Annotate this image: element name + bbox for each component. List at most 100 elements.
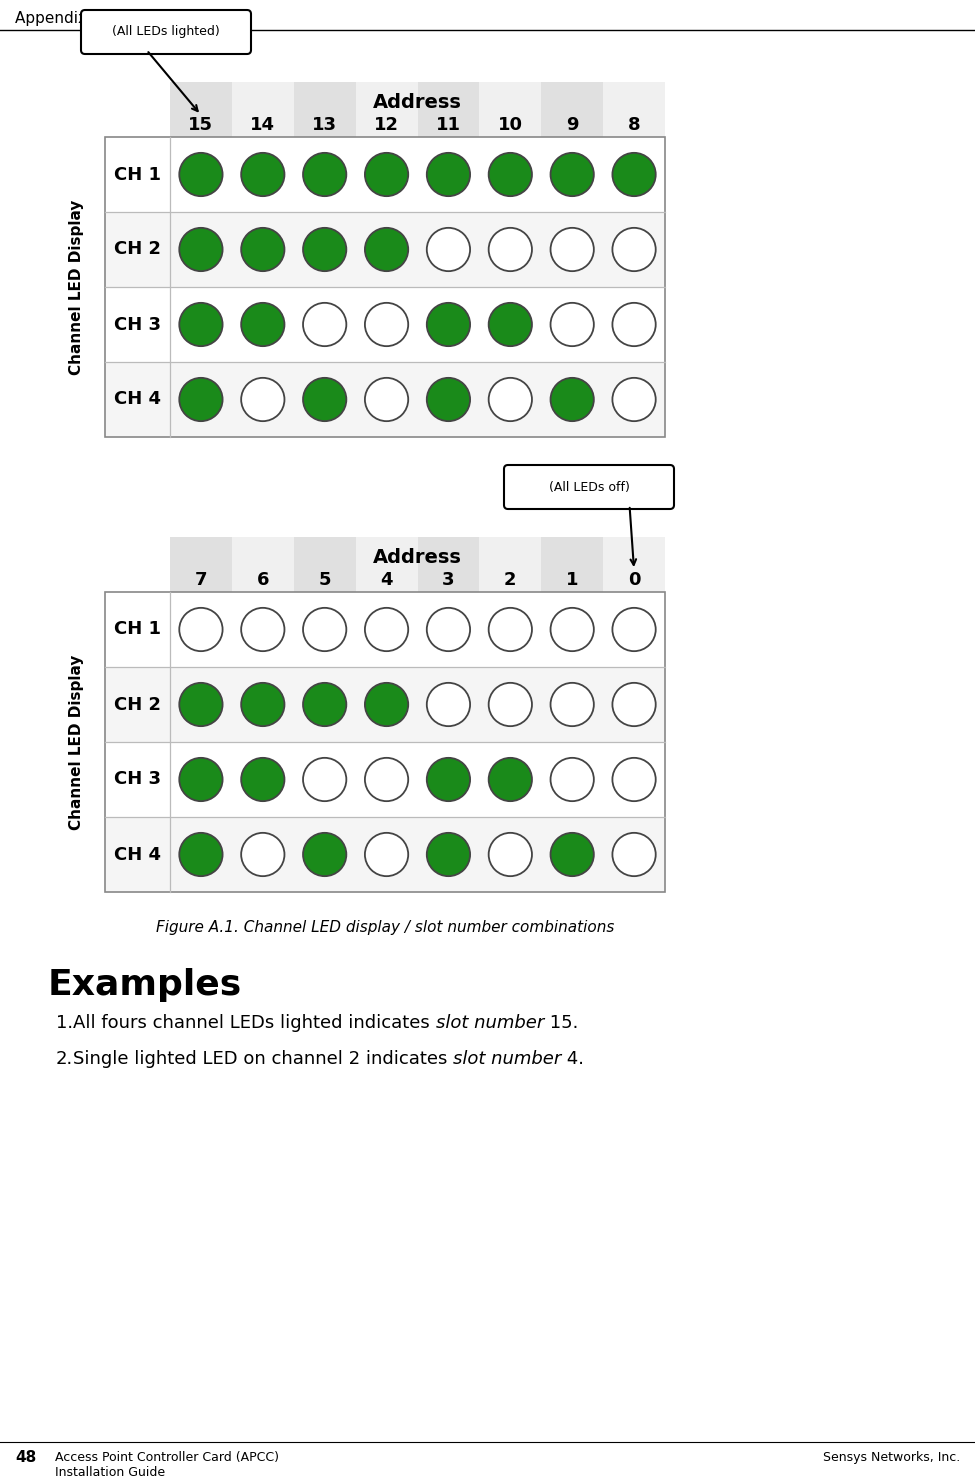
Bar (417, 83, 480, 437)
Bar (105, 213, 665, 287)
Bar (480, 538, 541, 892)
Bar (293, 538, 356, 892)
Circle shape (551, 227, 594, 272)
Bar (541, 83, 604, 437)
Bar (105, 592, 665, 892)
FancyBboxPatch shape (81, 10, 251, 55)
Text: Access Point Controller Card (APCC)
Installation Guide: Access Point Controller Card (APCC) Inst… (55, 1450, 279, 1477)
Circle shape (612, 152, 656, 196)
Circle shape (551, 833, 594, 876)
Circle shape (303, 758, 346, 801)
Circle shape (427, 682, 470, 727)
Circle shape (612, 833, 656, 876)
Text: CH 4: CH 4 (114, 845, 161, 864)
Text: 9: 9 (566, 115, 578, 134)
Bar (604, 83, 665, 437)
Circle shape (365, 227, 409, 272)
Circle shape (427, 378, 470, 421)
Circle shape (427, 758, 470, 801)
Circle shape (427, 833, 470, 876)
Text: Address: Address (373, 93, 462, 112)
Circle shape (179, 378, 222, 421)
Bar (232, 538, 293, 892)
Text: 7: 7 (195, 572, 207, 589)
Circle shape (365, 378, 409, 421)
Circle shape (427, 152, 470, 196)
Circle shape (612, 303, 656, 346)
Circle shape (179, 609, 222, 651)
Circle shape (365, 609, 409, 651)
Circle shape (303, 378, 346, 421)
Circle shape (303, 609, 346, 651)
Circle shape (488, 682, 532, 727)
Text: 4.: 4. (562, 1050, 584, 1068)
Text: CH 2: CH 2 (114, 241, 161, 258)
Circle shape (551, 758, 594, 801)
Text: CH 1: CH 1 (114, 165, 161, 183)
Bar (170, 538, 232, 892)
Circle shape (488, 758, 532, 801)
Text: (All LEDs lighted): (All LEDs lighted) (112, 25, 220, 38)
Text: 14: 14 (251, 115, 275, 134)
Circle shape (179, 227, 222, 272)
Text: 5: 5 (319, 572, 331, 589)
Circle shape (612, 758, 656, 801)
Text: 6: 6 (256, 572, 269, 589)
Text: Channel LED Display: Channel LED Display (69, 199, 85, 375)
Circle shape (427, 227, 470, 272)
Circle shape (551, 152, 594, 196)
Circle shape (303, 227, 346, 272)
Circle shape (303, 682, 346, 727)
Text: Channel LED Display: Channel LED Display (69, 654, 85, 830)
Bar (105, 137, 665, 213)
Text: Address: Address (373, 548, 462, 567)
Bar (541, 538, 604, 892)
Text: 1: 1 (566, 572, 578, 589)
FancyBboxPatch shape (504, 465, 674, 510)
Text: 8: 8 (628, 115, 641, 134)
Circle shape (488, 152, 532, 196)
Bar (480, 83, 541, 437)
Circle shape (365, 682, 409, 727)
Circle shape (612, 378, 656, 421)
Circle shape (365, 303, 409, 346)
Text: CH 2: CH 2 (114, 696, 161, 713)
Text: CH 4: CH 4 (114, 390, 161, 409)
Text: CH 3: CH 3 (114, 316, 161, 334)
Text: DRAFT: DRAFT (181, 236, 648, 357)
Text: 4: 4 (380, 572, 393, 589)
Circle shape (179, 152, 222, 196)
Bar (105, 362, 665, 437)
Bar (356, 83, 417, 437)
Circle shape (241, 227, 285, 272)
Circle shape (303, 303, 346, 346)
Bar (170, 83, 232, 437)
Text: 48: 48 (15, 1450, 36, 1465)
Circle shape (488, 227, 532, 272)
Circle shape (179, 303, 222, 346)
Circle shape (612, 227, 656, 272)
Bar (232, 83, 293, 437)
Circle shape (241, 682, 285, 727)
Circle shape (488, 609, 532, 651)
Circle shape (488, 378, 532, 421)
Circle shape (612, 609, 656, 651)
Bar (105, 592, 665, 668)
Circle shape (551, 303, 594, 346)
Circle shape (241, 303, 285, 346)
Text: 12: 12 (374, 115, 399, 134)
Text: Sensys Networks, Inc.: Sensys Networks, Inc. (823, 1452, 960, 1465)
Bar (105, 287, 665, 362)
Circle shape (241, 609, 285, 651)
Circle shape (303, 833, 346, 876)
Text: 10: 10 (498, 115, 523, 134)
Bar (604, 538, 665, 892)
Bar (356, 538, 417, 892)
Circle shape (179, 833, 222, 876)
Circle shape (241, 378, 285, 421)
Circle shape (427, 609, 470, 651)
Circle shape (241, 833, 285, 876)
Text: DRAFT: DRAFT (181, 681, 648, 802)
Circle shape (179, 758, 222, 801)
Text: CH 1: CH 1 (114, 620, 161, 638)
